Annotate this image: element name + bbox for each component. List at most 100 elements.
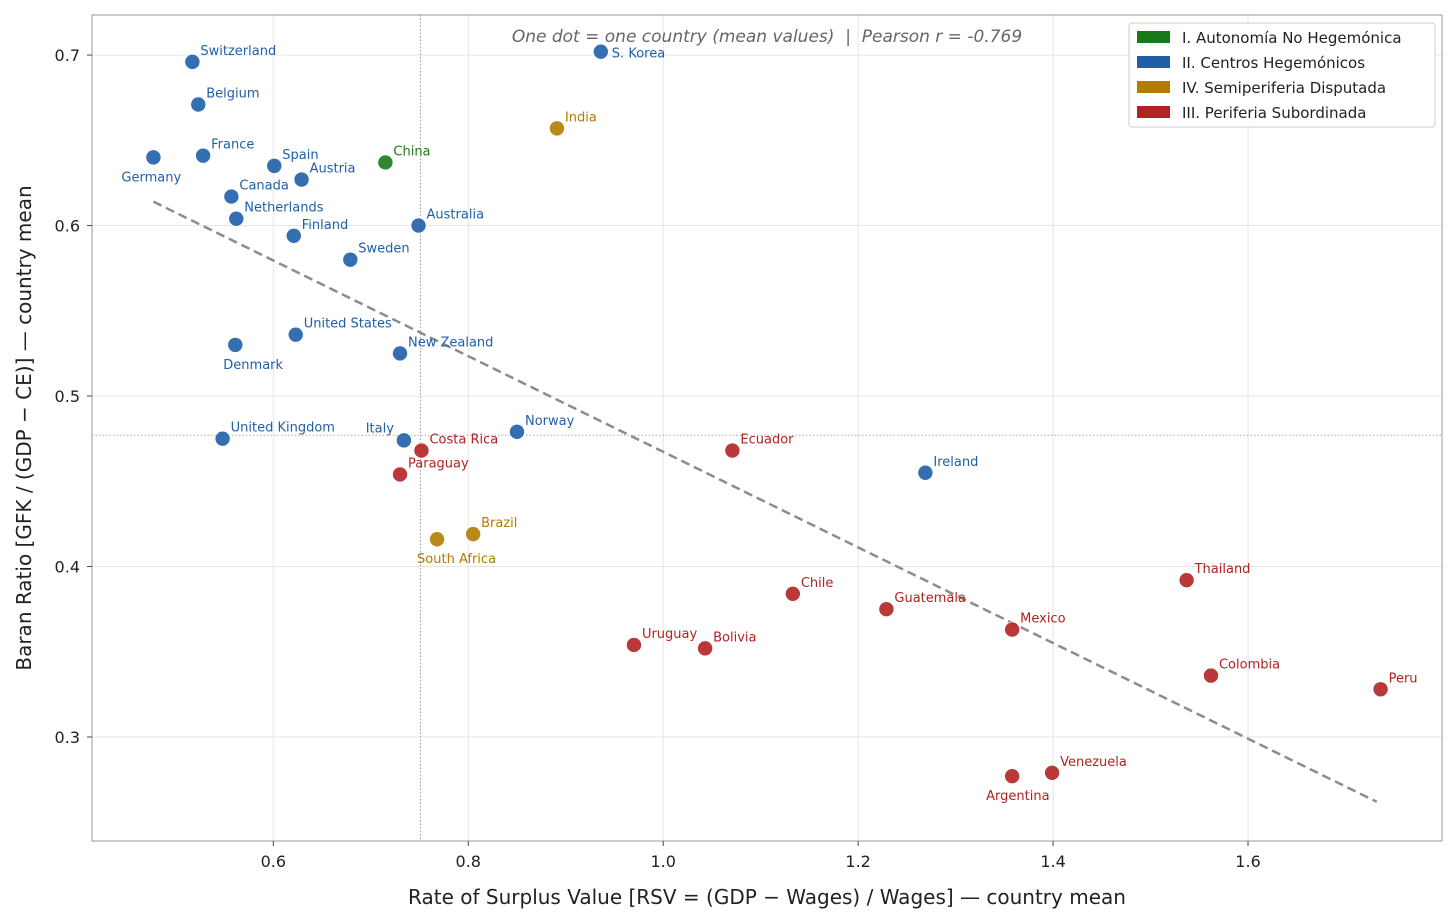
data-point-label: Argentina xyxy=(986,789,1049,804)
data-point-label: Netherlands xyxy=(244,201,323,216)
data-point-label: Germany xyxy=(121,170,181,185)
data-point-label: Denmark xyxy=(223,358,283,373)
data-point xyxy=(145,149,162,166)
data-point xyxy=(223,188,240,205)
data-point xyxy=(724,442,741,459)
data-point-label: Ecuador xyxy=(740,433,794,448)
legend: I. Autonomía No Hegemónica II. Centros He… xyxy=(1128,22,1436,128)
data-point-label: Australia xyxy=(427,208,485,223)
data-point xyxy=(377,154,394,171)
data-point xyxy=(878,601,895,617)
data-point-label: Peru xyxy=(1389,671,1418,686)
data-point-label: Austria xyxy=(310,162,356,177)
legend-label: II. Centros Hegemónicos xyxy=(1182,54,1365,72)
data-point-label: S. Korea xyxy=(612,47,665,62)
y-tick-label: 0.7 xyxy=(55,46,80,65)
data-point-label: China xyxy=(393,144,430,159)
data-point-label: France xyxy=(211,138,254,153)
data-point-label: United States xyxy=(304,317,392,332)
data-point xyxy=(342,251,359,268)
data-point xyxy=(1178,572,1195,588)
data-point-label: Chile xyxy=(801,576,834,591)
data-point xyxy=(410,217,427,234)
trendline xyxy=(152,200,1378,803)
data-point-label: Ireland xyxy=(933,455,978,470)
data-point xyxy=(465,526,481,542)
reference-lines xyxy=(92,15,1442,841)
points-group xyxy=(145,43,1389,785)
legend-swatch xyxy=(1137,56,1170,68)
legend-swatch xyxy=(1137,31,1170,43)
data-point xyxy=(287,326,304,343)
legend-label: III. Periferia Subordinada xyxy=(1182,104,1366,122)
axis-ticks: 0.6 0.8 1.0 1.2 1.4 1.6 0.3 0.4 0.5 0.6 0.7 xyxy=(55,46,1261,871)
data-point-label: Paraguay xyxy=(408,456,469,471)
y-tick-label: 0.3 xyxy=(55,728,80,747)
data-point xyxy=(392,466,408,483)
data-point-label: Thailand xyxy=(1194,562,1251,577)
data-point-label: Belgium xyxy=(206,87,259,102)
data-point xyxy=(593,43,609,60)
data-point-label: Italy xyxy=(366,421,395,436)
data-point xyxy=(697,640,713,657)
legend-label: IV. Semiperiferia Disputada xyxy=(1182,79,1386,97)
data-point-label: Venezuela xyxy=(1060,755,1127,770)
data-point-label: Colombia xyxy=(1219,658,1280,673)
data-point-label: Norway xyxy=(525,414,575,429)
data-point-label: Canada xyxy=(239,179,288,194)
legend-swatch xyxy=(1137,81,1170,93)
data-point-label: South Africa xyxy=(417,552,496,567)
data-point xyxy=(626,637,642,653)
x-tick-label: 1.4 xyxy=(1040,852,1065,871)
plot-frame xyxy=(91,14,1443,842)
x-tick-label: 1.6 xyxy=(1235,852,1260,871)
data-point-label: Finland xyxy=(302,218,348,233)
data-point-label: Sweden xyxy=(358,242,409,257)
data-point-label: Brazil xyxy=(481,516,517,531)
x-axis-label: Rate of Surplus Value [RSV = (GDP − Wage… xyxy=(408,885,1126,909)
data-point xyxy=(509,424,525,440)
data-point-label: India xyxy=(565,110,597,125)
data-point-label: Switzerland xyxy=(200,44,276,59)
data-point xyxy=(195,147,211,164)
data-point xyxy=(396,432,412,449)
data-point xyxy=(549,120,565,137)
data-point xyxy=(392,345,408,362)
y-tick-label: 0.6 xyxy=(55,217,80,236)
data-point xyxy=(1044,765,1060,781)
data-point xyxy=(1004,768,1020,785)
data-point xyxy=(1203,667,1219,684)
data-point xyxy=(413,442,430,459)
x-tick-label: 0.8 xyxy=(456,852,481,871)
data-point xyxy=(214,430,231,447)
point-labels: SwitzerlandBelgiumGermanyFranceSpainAust… xyxy=(121,44,1417,804)
data-point-label: Guatemala xyxy=(894,591,966,606)
data-point xyxy=(1004,621,1020,638)
data-point-label: New Zealand xyxy=(408,335,493,350)
data-point xyxy=(227,337,244,353)
y-tick-label: 0.4 xyxy=(55,558,80,577)
x-tick-label: 1.0 xyxy=(650,852,675,871)
legend-swatch xyxy=(1137,106,1170,118)
data-point-label: Mexico xyxy=(1020,612,1065,627)
data-point xyxy=(190,96,207,113)
data-point xyxy=(228,210,245,227)
data-point xyxy=(266,158,283,174)
y-tick-label: 0.5 xyxy=(55,387,80,406)
trendline-group xyxy=(152,200,1378,803)
data-point-label: Bolivia xyxy=(713,630,756,645)
data-point xyxy=(293,171,310,188)
data-point-label: United Kingdom xyxy=(231,421,335,436)
x-tick-label: 1.2 xyxy=(845,852,870,871)
x-tick-label: 0.6 xyxy=(261,852,286,871)
data-point-label: Spain xyxy=(282,148,318,163)
data-point xyxy=(285,227,302,244)
data-point xyxy=(917,464,934,481)
data-point-label: Costa Rica xyxy=(429,433,498,448)
data-point xyxy=(184,54,201,70)
data-point xyxy=(1372,681,1389,698)
data-point-label: Uruguay xyxy=(642,627,698,642)
data-point xyxy=(429,531,445,548)
y-axis-label: Baran Ratio [GFK / (GDP − CE)] — country… xyxy=(12,185,36,670)
